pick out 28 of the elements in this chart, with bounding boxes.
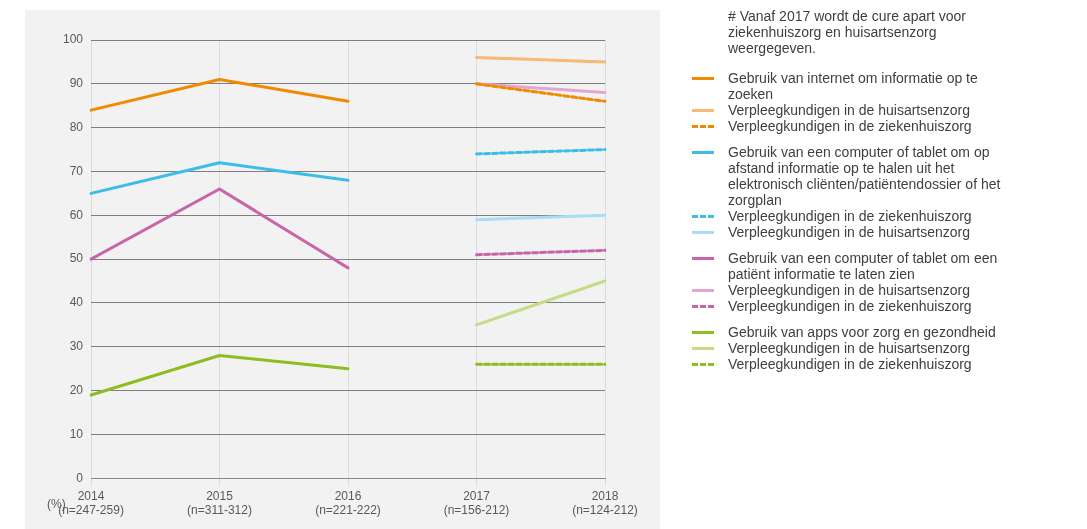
legend-label: Gebruik van internet om informatie op te zoeken bbox=[728, 70, 979, 102]
y-tick-label: 0 bbox=[76, 470, 84, 485]
y-tick-label: 40 bbox=[69, 295, 84, 310]
y-tick-label: 60 bbox=[69, 207, 84, 222]
legend-label: Verpleegkundigen in de ziekenhuiszorg bbox=[728, 298, 972, 314]
y-tick-label: 50 bbox=[69, 251, 84, 266]
legend-label: Gebruik van apps voor zorg en gezondheid bbox=[728, 324, 996, 340]
x-tick-label: 2015 (n=311-312) bbox=[187, 488, 252, 518]
x-tick-label: 2017 (n=156-212) bbox=[443, 488, 510, 518]
y-tick-label: 90 bbox=[69, 76, 84, 91]
legend-label: Verpleegkundigen in de ziekenhuiszorg bbox=[728, 208, 972, 224]
x-tick-label: 2018 (n=124-212) bbox=[572, 488, 638, 518]
y-tick-label: 100 bbox=[62, 32, 84, 47]
legend-label: Gebruik van een computer of tablet om een patiënt informatie te laten zien bbox=[728, 250, 999, 282]
y-tick-label: 10 bbox=[69, 426, 84, 441]
y-tick-label: 20 bbox=[69, 382, 84, 397]
y-tick-label: 70 bbox=[69, 163, 84, 178]
legend-label: Verpleegkundigen in de huisartsenzorg bbox=[728, 340, 971, 356]
x-tick-label: 2016 (n=221-222) bbox=[315, 488, 381, 518]
legend-label: Verpleegkundigen in de huisartsenzorg bbox=[728, 224, 971, 240]
legend-label: Verpleegkundigen in de ziekenhuiszorg bbox=[728, 356, 972, 372]
text: # Vanaf 2017 wordt de cure apart voor ziekenhuiszorg en huisartsenzorg weergegeven. bbox=[728, 8, 967, 56]
y-tick-label: 80 bbox=[69, 119, 84, 134]
legend-label: Verpleegkundigen in de ziekenhuiszorg bbox=[728, 118, 972, 134]
y-tick-label: 30 bbox=[69, 339, 84, 354]
legend-label: Gebruik van een computer of tablet om op afstand informatie op te halen uit het elektronisch cliënten/patiëntendossier of het zorgplan bbox=[728, 144, 1002, 208]
legend-label: Verpleegkundigen in de huisartsenzorg bbox=[728, 102, 971, 118]
legend-label: Verpleegkundigen in de huisartsenzorg bbox=[728, 282, 971, 298]
